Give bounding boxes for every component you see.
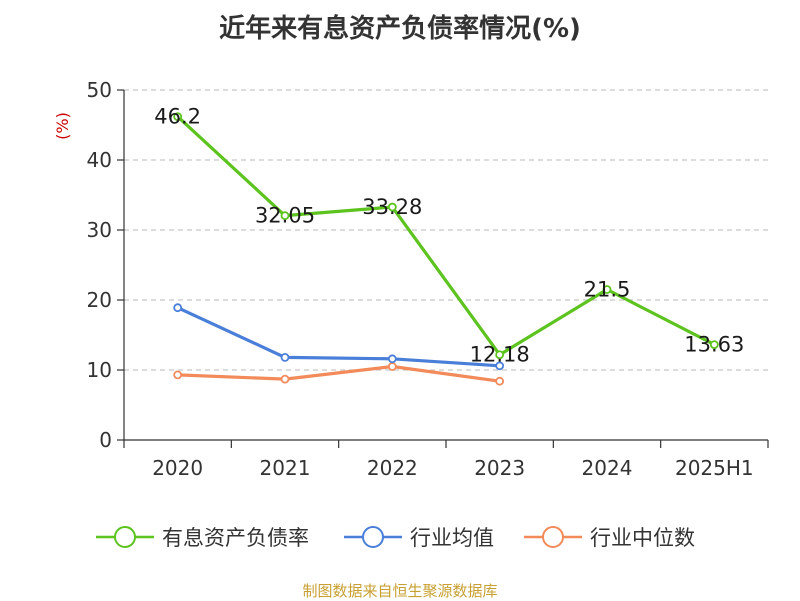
- series-line: [177, 364, 500, 383]
- x-tick-label: 2024: [582, 456, 633, 480]
- data-label: 33.28: [362, 195, 422, 219]
- source-note: 制图数据来自恒生聚源数据库: [302, 582, 498, 600]
- data-point: [387, 202, 397, 212]
- data-label: 13.63: [684, 333, 744, 357]
- y-tick-label: 20: [87, 288, 112, 312]
- legend-label: 行业均值: [410, 526, 494, 550]
- data-label: 21.5: [584, 278, 631, 302]
- y-tick-label: 30: [87, 218, 112, 242]
- data-point: [387, 354, 397, 364]
- data-point: [280, 211, 290, 221]
- legend-marker: [362, 526, 384, 548]
- legend-marker: [542, 526, 564, 548]
- data-point: [387, 362, 397, 371]
- data-point: [280, 352, 290, 362]
- data-point: [280, 374, 290, 384]
- data-point: [495, 361, 505, 371]
- y-axis-label: (%): [53, 112, 72, 140]
- data-label: 32.05: [255, 204, 315, 228]
- data-point: [495, 350, 505, 360]
- x-tick-label: 2021: [260, 456, 311, 480]
- y-tick-label: 0: [99, 428, 112, 452]
- data-point: [173, 303, 183, 313]
- data-label: 46.2: [154, 105, 201, 129]
- y-tick-label: 10: [87, 358, 112, 382]
- x-tick-label: 2022: [367, 456, 418, 480]
- data-point: [173, 112, 183, 121]
- data-label: 12.18: [470, 343, 530, 367]
- data-point: [709, 340, 719, 349]
- y-tick-label: 50: [87, 78, 112, 102]
- chart-title: 近年来有息资产负债率情况(%): [219, 14, 581, 44]
- legend-label: 有息资产负债率: [162, 526, 309, 550]
- y-tick-label: 40: [87, 148, 112, 172]
- series-line: [176, 115, 716, 357]
- legend-label: 行业中位数: [590, 526, 695, 550]
- data-point: [495, 376, 505, 386]
- legend-marker: [114, 526, 136, 548]
- x-tick-label: 2025H1: [675, 456, 754, 480]
- x-tick-label: 2023: [474, 456, 525, 480]
- series-line: [176, 306, 500, 368]
- data-point: [602, 285, 612, 294]
- data-point: [173, 370, 183, 380]
- x-tick-label: 2020: [152, 456, 203, 480]
